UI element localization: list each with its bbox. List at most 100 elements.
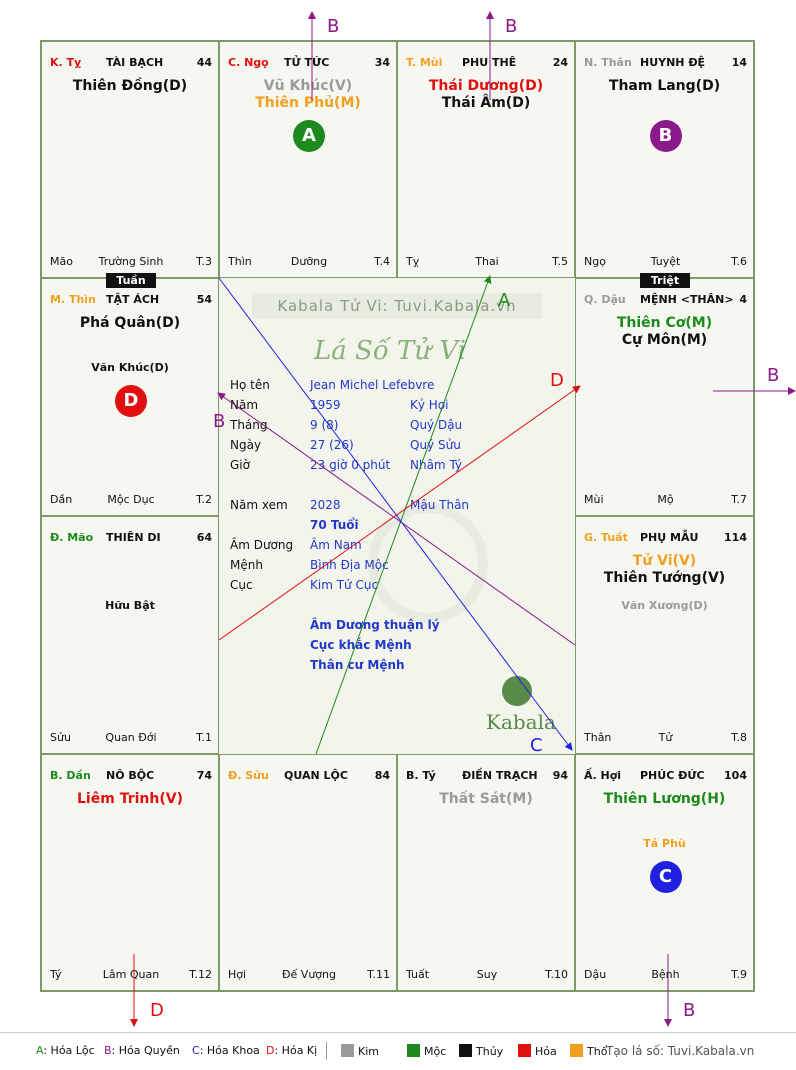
heavenly-stem: Đ. Sửu <box>228 769 269 782</box>
palace-footer: Tỵ Thai T.5 <box>406 255 568 269</box>
palace-cell-thin: M. Thìn TẬT ÁCH 54 Phá Quân(D) Văn Khúc(D) D D… <box>41 278 219 516</box>
main-star: Thiên Phủ(M) <box>255 95 361 111</box>
legend-key: C <box>192 1044 200 1057</box>
palace-cell-mui: T. Mùi PHU THÊ 24 Thái Dương(D) Thái Âm(D) Tỵ… <box>397 41 575 278</box>
circle-a: A <box>293 120 325 152</box>
age-number: 4 <box>739 293 747 306</box>
info-label: Năm <box>230 398 259 412</box>
element-swatch <box>459 1044 472 1057</box>
age-number: 64 <box>196 531 212 544</box>
info-cyclic: Nhâm Tý <box>410 458 463 472</box>
heavenly-stem: T. Mùi <box>406 56 443 69</box>
main-star: Thiên Tướng(V) <box>603 570 726 586</box>
heavenly-stem: Đ. Mão <box>50 531 94 544</box>
life-stage: Đế Vượng <box>282 968 336 981</box>
palace-cell-mao: Đ. Mão THIÊN DI 64 Hữu Bật Sửu Quan Đới T.1 <box>41 516 219 754</box>
element-swatch <box>341 1044 354 1057</box>
info-value: Kim Tứ Cục <box>310 578 379 592</box>
palace-footer: Ngọ Tuyệt T.6 <box>584 255 747 269</box>
palace-header: Q. Dậu MỆNH <THÂN> 4 <box>584 293 747 309</box>
palace-name: PHU THÊ <box>462 56 517 69</box>
info-value: Âm Nam <box>310 538 362 552</box>
legend-label: : Hóa Kị <box>274 1044 318 1057</box>
main-star: Phá Quân(D) <box>79 315 181 331</box>
branch: Sửu <box>50 731 71 744</box>
palace-name: THIÊN DI <box>106 531 161 544</box>
heavenly-stem: G. Tuất <box>584 531 628 544</box>
element-legend-item: Hỏa <box>518 1044 557 1058</box>
info-value: 1959 <box>310 398 341 412</box>
palace-cell-tuat: G. Tuất PHỤ MẪU 114 Tử Vi(V) Thiên Tướng(V) V… <box>575 516 754 754</box>
main-star: Cự Môn(M) <box>621 332 708 348</box>
palace-cell-tyy: B. Tý ĐIỀN TRẠCH 94 Thất Sát(M) Tuất Suy T.10 <box>397 754 575 991</box>
palace-name: PHỤ MẪU <box>640 531 699 544</box>
info-label: Giờ <box>230 458 250 472</box>
legend-key: B <box>104 1044 112 1057</box>
minor-star: Hữu Bật <box>105 599 155 612</box>
legend-item: C: Hóa Khoa <box>192 1044 260 1057</box>
heavenly-stem: B. Dần <box>50 769 91 782</box>
branch: Ngọ <box>584 255 606 268</box>
age-number: 44 <box>196 56 212 69</box>
life-stage: Thai <box>475 255 499 268</box>
logo-text: Kabala <box>486 710 556 734</box>
palace-header: M. Thìn TẬT ÁCH 54 <box>50 293 212 309</box>
minor-star: Tả Phù <box>643 837 686 850</box>
heavenly-stem: M. Thìn <box>50 293 96 306</box>
life-stage: Tuyệt <box>650 255 681 268</box>
tnum: T.12 <box>189 968 212 981</box>
heavenly-stem: N. Thân <box>584 56 632 69</box>
year-view-label: Năm xem <box>230 498 288 512</box>
tnum: T.3 <box>196 255 212 268</box>
life-stage: Trường Sinh <box>98 255 164 268</box>
tnum: T.9 <box>731 968 747 981</box>
element-label: Thủy <box>476 1045 504 1058</box>
branch: Mão <box>50 255 73 268</box>
branch: Mùi <box>584 493 604 506</box>
info-label: Tháng <box>230 418 268 432</box>
center-panel: Kabala Tử Vi: Tuvi.Kabala.vn Lá Số Tử Vi… <box>218 278 574 754</box>
palace-header: N. Thân HUYNH ĐỆ 14 <box>584 56 747 72</box>
legend-separator <box>326 1042 327 1060</box>
year-view-value: 2028 <box>310 498 341 512</box>
palace-name: QUAN LỘC <box>284 769 348 782</box>
branch: Thìn <box>228 255 252 268</box>
info-cyclic: Kỷ Hợi <box>410 398 449 412</box>
note-line: Âm Dương thuận lý <box>310 618 440 632</box>
life-stage: Lâm Quan <box>102 968 160 981</box>
arrow-label: B <box>327 16 339 37</box>
palace-name: MỆNH <THÂN> <box>640 293 734 306</box>
palace-footer: Thìn Dưỡng T.4 <box>228 255 390 269</box>
palace-footer: Tý Lâm Quan T.12 <box>50 968 212 982</box>
main-star: Thất Sát(M) <box>439 791 533 807</box>
arrow-label: B <box>505 16 517 37</box>
palace-name: TỬ TỨC <box>284 56 330 69</box>
info-label: Mệnh <box>230 558 263 572</box>
palace-footer: Mùi Mộ T.7 <box>584 493 747 507</box>
tnum: T.6 <box>731 255 747 268</box>
tnum: T.4 <box>374 255 390 268</box>
life-stage: Bệnh <box>651 968 680 981</box>
element-swatch <box>570 1044 583 1057</box>
element-swatch <box>407 1044 420 1057</box>
life-stage: Dưỡng <box>290 255 328 268</box>
branch: Thân <box>584 731 612 744</box>
life-stage: Tử <box>658 731 673 744</box>
age-number: 54 <box>196 293 212 306</box>
palace-footer: Sửu Quan Đới T.1 <box>50 731 212 745</box>
main-star: Thiên Lương(H) <box>603 791 726 807</box>
element-legend-item: Mộc <box>407 1044 446 1058</box>
tnum: T.10 <box>545 968 568 981</box>
age-number: 34 <box>374 56 390 69</box>
palace-header: C. Ngọ TỬ TỨC 34 <box>228 56 390 72</box>
legend-item: A: Hóa Lộc <box>36 1044 95 1057</box>
triet-tag: Triệt <box>640 273 690 288</box>
palace-header: B. Dần NÔ BỘC 74 <box>50 769 212 785</box>
palace-cell-dau: Q. Dậu MỆNH <THÂN> 4 Thiên Cơ(M) Cự Môn(M) Mù… <box>575 278 754 516</box>
tnum: T.2 <box>196 493 212 506</box>
arrow-label: B <box>767 365 779 386</box>
main-star: Thái Âm(D) <box>441 95 531 111</box>
life-stage: Mộ <box>657 493 674 506</box>
main-star: Vũ Khúc(V) <box>263 78 353 94</box>
heavenly-stem: B. Tý <box>406 769 436 782</box>
